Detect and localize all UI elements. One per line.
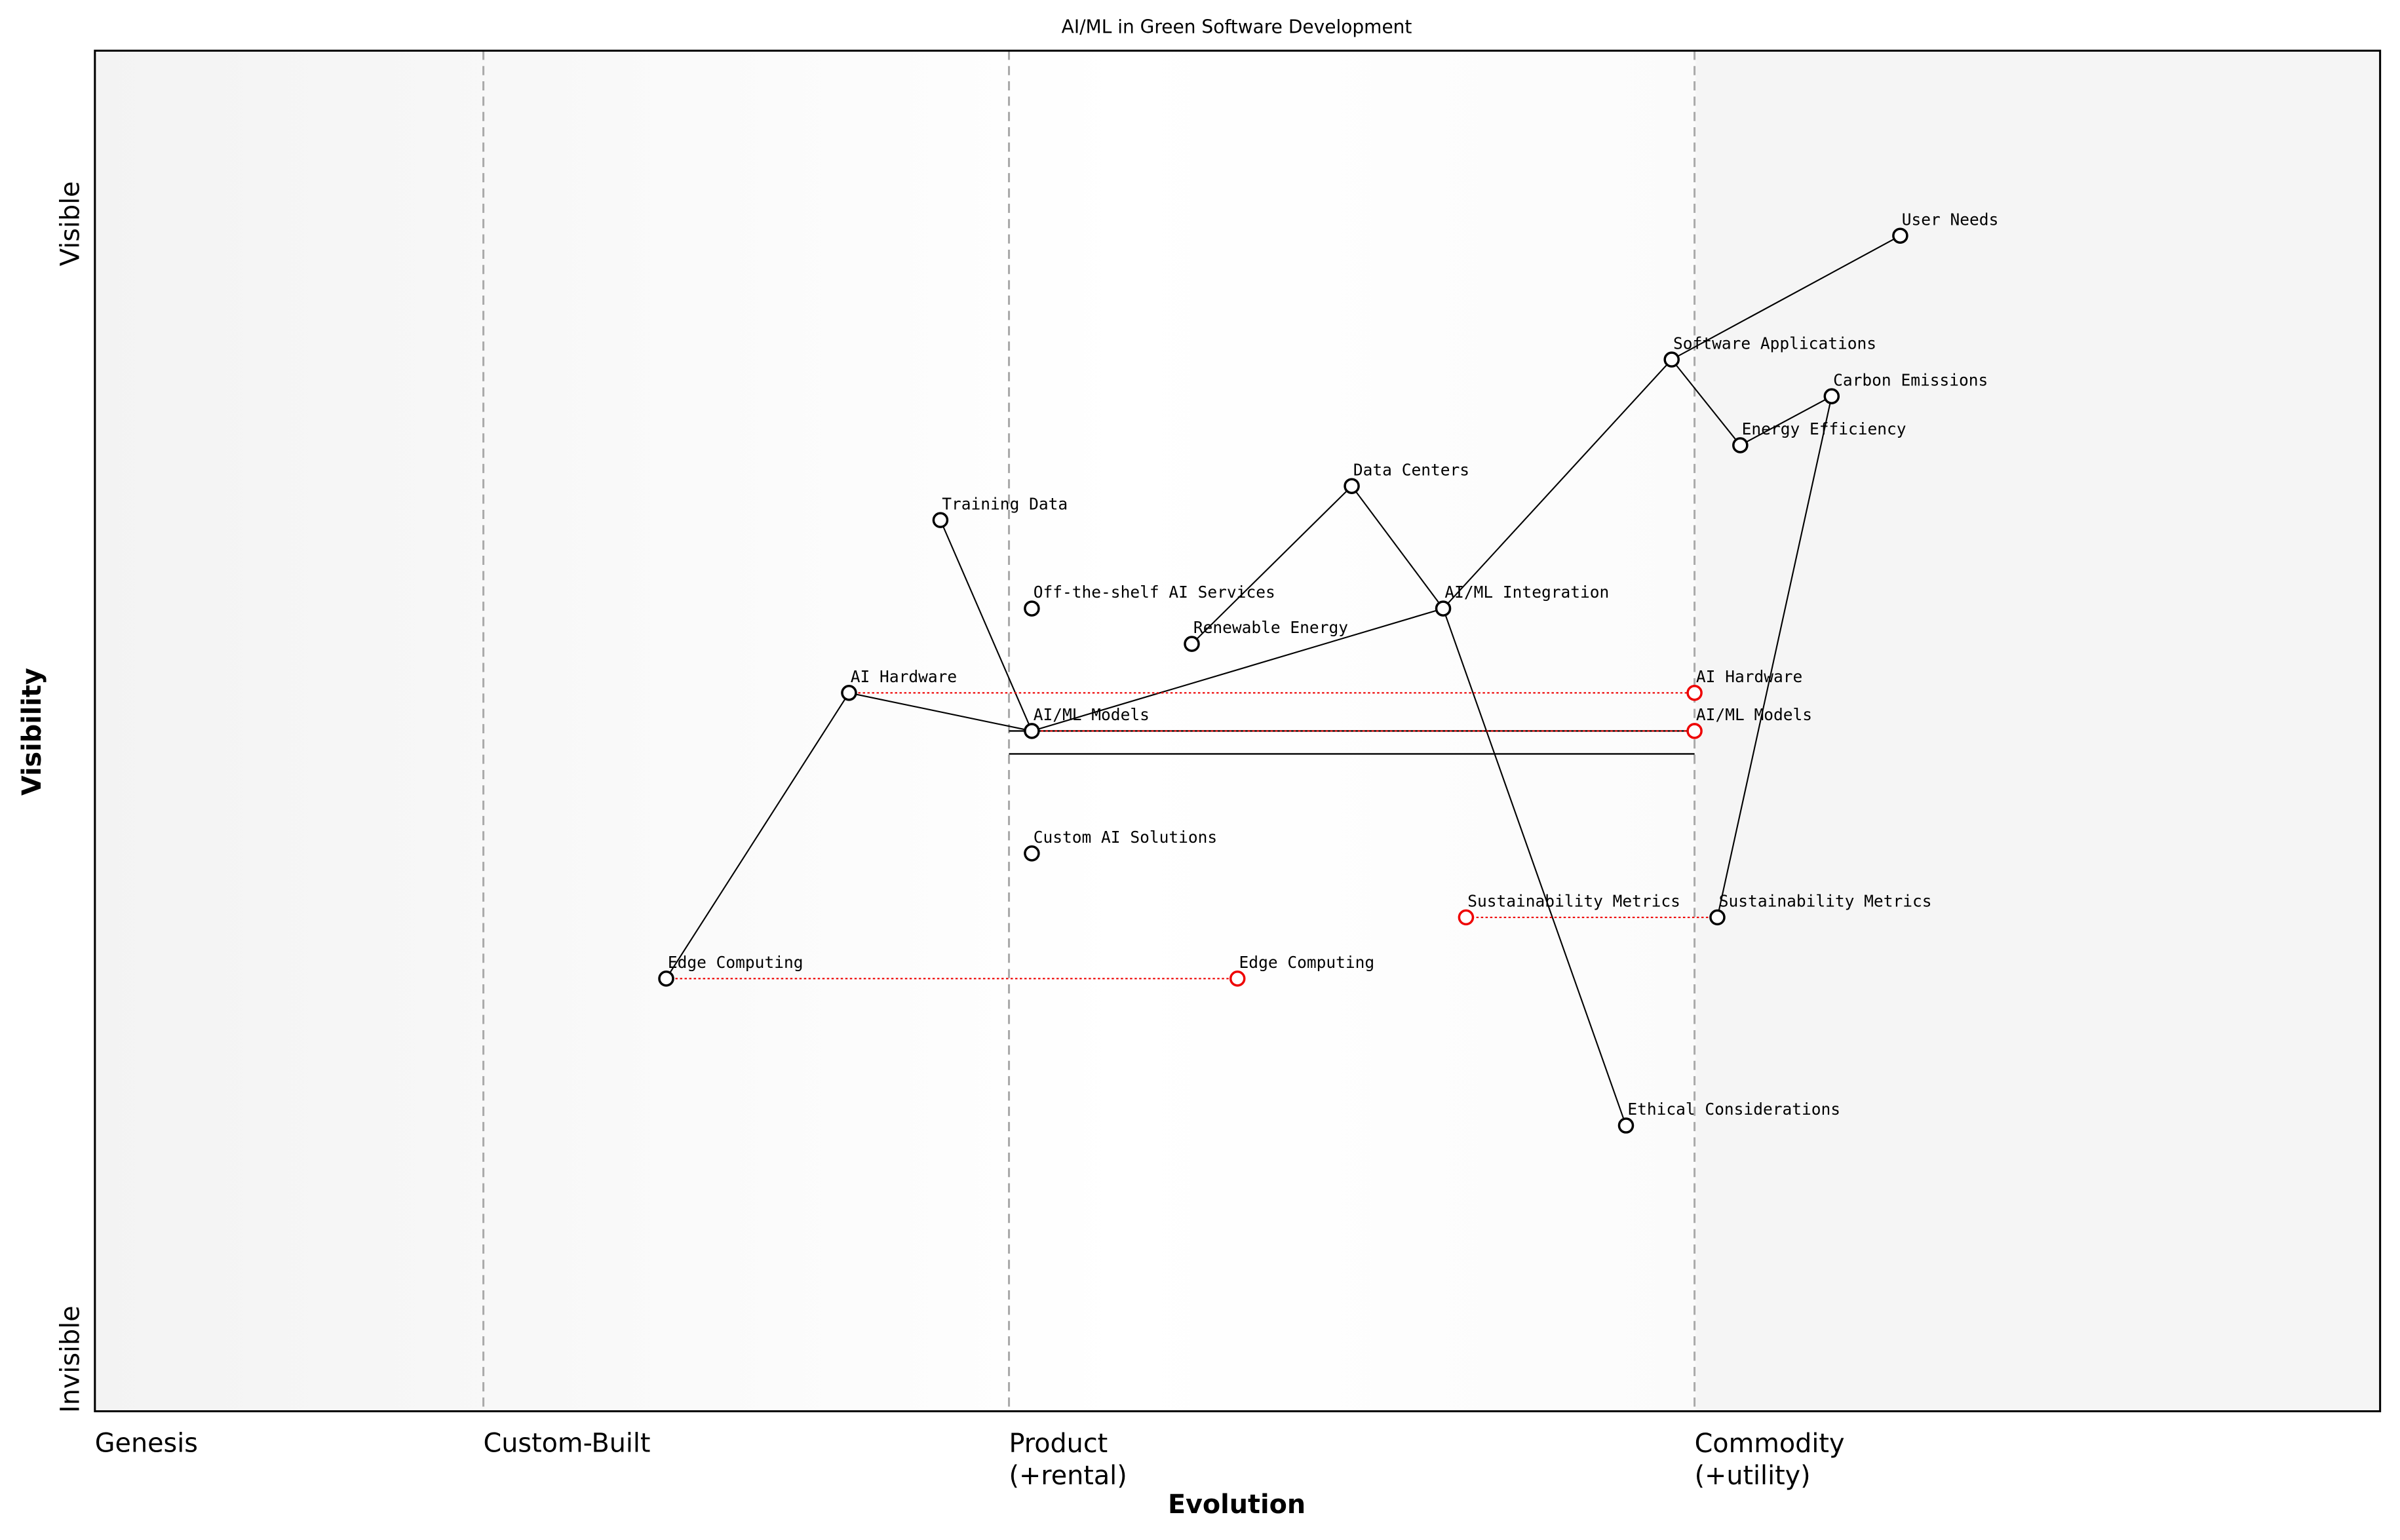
link (1671, 358, 1741, 446)
component-label: AI/ML Integration (1444, 583, 1609, 602)
y-bottom-label: Invisible (55, 1305, 85, 1413)
component-label: Energy Efficiency (1742, 419, 1906, 438)
plot-frame (94, 49, 2382, 1413)
x-tick-label: Product (+rental) (1009, 1428, 1127, 1490)
component-label: Ethical Considerations (1627, 1100, 1840, 1119)
component (1732, 437, 1749, 453)
link (665, 692, 850, 979)
link (1442, 608, 1627, 1126)
link (939, 520, 1033, 731)
component (1024, 723, 1040, 739)
component (1184, 636, 1200, 652)
component (1663, 351, 1680, 368)
evolved-label: AI/ML Models (1696, 705, 1812, 724)
evolved-label: Sustainability Metrics (1467, 892, 1680, 911)
component (1617, 1117, 1635, 1134)
component (1892, 227, 1908, 244)
component-label: Sustainability Metrics (1719, 892, 1932, 911)
evolved-component (1686, 723, 1703, 739)
x-tick-label: Custom-Built (484, 1428, 651, 1458)
component-label: Custom AI Solutions (1034, 828, 1217, 847)
x-tick-label: Genesis (95, 1428, 198, 1458)
component-label: Renewable Energy (1193, 618, 1348, 637)
component (1344, 478, 1360, 494)
link (849, 692, 1032, 732)
component (1024, 600, 1040, 617)
component (1435, 600, 1452, 617)
link (1716, 396, 1832, 918)
evolved-label: AI Hardware (1696, 667, 1802, 686)
component (1024, 845, 1040, 862)
component (658, 971, 674, 987)
evolved-component (1686, 685, 1703, 701)
link (1739, 395, 1832, 446)
component (1823, 388, 1840, 404)
component-label: Off-the-shelf AI Services (1034, 583, 1275, 602)
link (1351, 486, 1444, 609)
evolved-component (1229, 971, 1246, 987)
component (1709, 909, 1726, 926)
link (1032, 607, 1444, 732)
chart-title: AI/ML in Green Software Development (1062, 16, 1412, 37)
y-top-label: Visible (55, 181, 85, 266)
link (1191, 485, 1353, 645)
link (1442, 358, 1673, 609)
component-label: AI/ML Models (1034, 705, 1150, 724)
component-label: Software Applications (1673, 334, 1876, 353)
component-label: Carbon Emissions (1833, 370, 1988, 389)
link (1671, 235, 1901, 360)
component-label: Training Data (942, 494, 1068, 513)
component (841, 685, 857, 701)
component (932, 512, 949, 528)
x-tick-label: Commodity (+utility) (1695, 1428, 1845, 1490)
component-label: AI Hardware (851, 667, 957, 686)
x-axis-label: Evolution (1168, 1490, 1306, 1520)
y-axis-label: Visibility (17, 668, 47, 796)
evolved-component (1458, 909, 1475, 926)
evolved-label: Edge Computing (1239, 953, 1375, 972)
component-label: User Needs (1902, 210, 1999, 229)
component-label: Edge Computing (668, 953, 803, 972)
component-label: Data Centers (1353, 460, 1469, 479)
